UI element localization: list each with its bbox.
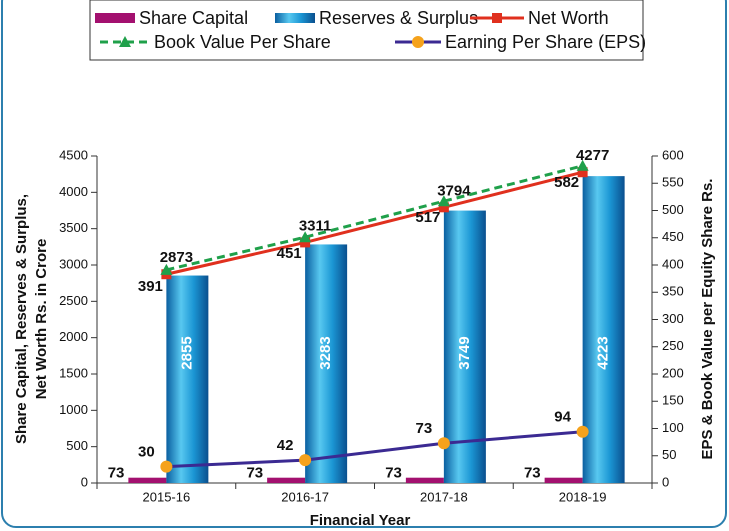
marker — [577, 167, 588, 178]
y-tick-label: 2000 — [59, 329, 88, 344]
legend-label: Net Worth — [528, 8, 609, 28]
value-label: 73 — [108, 465, 125, 482]
value-label: 2855 — [178, 336, 195, 369]
value-label: 30 — [138, 444, 155, 461]
y2-tick-label: 350 — [662, 284, 684, 299]
legend-marker — [119, 36, 131, 47]
y-tick-label: 4500 — [59, 147, 88, 162]
y2-tick-label: 250 — [662, 338, 684, 353]
x-tick-label: 2018-19 — [559, 489, 607, 504]
marker — [160, 460, 173, 473]
line — [166, 170, 583, 276]
y2-tick-label: 200 — [662, 365, 684, 380]
y-tick-label: 1500 — [59, 365, 88, 380]
y2-tick-label: 550 — [662, 175, 684, 190]
legend-label: Share Capital — [139, 8, 248, 28]
bar — [405, 477, 444, 483]
bar — [128, 477, 167, 483]
y-tick-label: 3500 — [59, 220, 88, 235]
y-tick-label: 500 — [66, 438, 88, 453]
y2-tick-label: 50 — [662, 447, 676, 462]
bar — [267, 477, 306, 483]
bar — [305, 244, 348, 483]
marker — [576, 159, 589, 171]
marker — [437, 437, 450, 450]
legend-label: Earning Per Share (EPS) — [445, 32, 646, 52]
value-label: 451 — [277, 245, 302, 262]
value-label: 3749 — [456, 336, 473, 369]
value-label: 3311 — [299, 217, 332, 234]
value-label: 3794 — [437, 182, 471, 199]
line — [166, 430, 583, 469]
y-axis-title: Share Capital, Reserves & Surplus, — [13, 194, 30, 444]
value-label: 4223 — [595, 336, 612, 369]
y2-tick-label: 600 — [662, 147, 684, 162]
y2-tick-label: 450 — [662, 229, 684, 244]
value-label: 3283 — [317, 336, 334, 369]
y-axis-title: Net Worth Rs. in Crore — [33, 239, 50, 400]
legend-swatch — [275, 13, 315, 23]
value-label: 73 — [246, 465, 263, 482]
value-label: 2873 — [160, 249, 193, 266]
legend-label: Book Value Per Share — [154, 32, 331, 52]
value-label: 4277 — [576, 147, 609, 164]
y-tick-label: 3000 — [59, 256, 88, 271]
y2-tick-label: 0 — [662, 474, 669, 489]
value-label: 391 — [138, 278, 163, 295]
y2-tick-label: 300 — [662, 311, 684, 326]
marker — [300, 237, 311, 248]
marker — [438, 202, 449, 213]
y2-tick-label: 500 — [662, 202, 684, 217]
x-tick-label: 2015-16 — [143, 489, 191, 504]
value-label: 94 — [554, 409, 571, 426]
marker — [299, 231, 312, 243]
y2-axis-title: EPS & Book Value per Equity Share Rs. — [699, 179, 716, 460]
bar — [544, 477, 583, 483]
y2-tick-label: 400 — [662, 256, 684, 271]
value-label: 73 — [385, 465, 402, 482]
marker — [299, 454, 312, 467]
value-label: 517 — [415, 209, 440, 226]
y-tick-label: 0 — [81, 474, 88, 489]
y-tick-label: 1000 — [59, 402, 88, 417]
bar — [443, 210, 486, 483]
value-label: 73 — [524, 465, 541, 482]
marker — [160, 263, 173, 275]
x-tick-label: 2017-18 — [420, 489, 468, 504]
legend-swatch — [95, 13, 135, 23]
legend-marker — [492, 13, 502, 23]
value-label: 582 — [554, 174, 579, 191]
marker — [576, 425, 589, 438]
y-tick-label: 2500 — [59, 293, 88, 308]
legend-box — [89, 0, 644, 61]
value-label: 42 — [277, 437, 294, 454]
bar — [582, 176, 625, 483]
legend-label: Reserves & Surplus — [319, 8, 478, 28]
x-tick-label: 2016-17 — [281, 489, 329, 504]
line — [166, 164, 583, 272]
y2-tick-label: 150 — [662, 393, 684, 408]
marker — [437, 195, 450, 207]
value-label: 73 — [416, 420, 433, 437]
x-axis-title: Financial Year — [310, 512, 411, 529]
y-tick-label: 4000 — [59, 184, 88, 199]
legend-marker — [412, 36, 424, 48]
y2-tick-label: 100 — [662, 420, 684, 435]
bar — [166, 275, 209, 483]
